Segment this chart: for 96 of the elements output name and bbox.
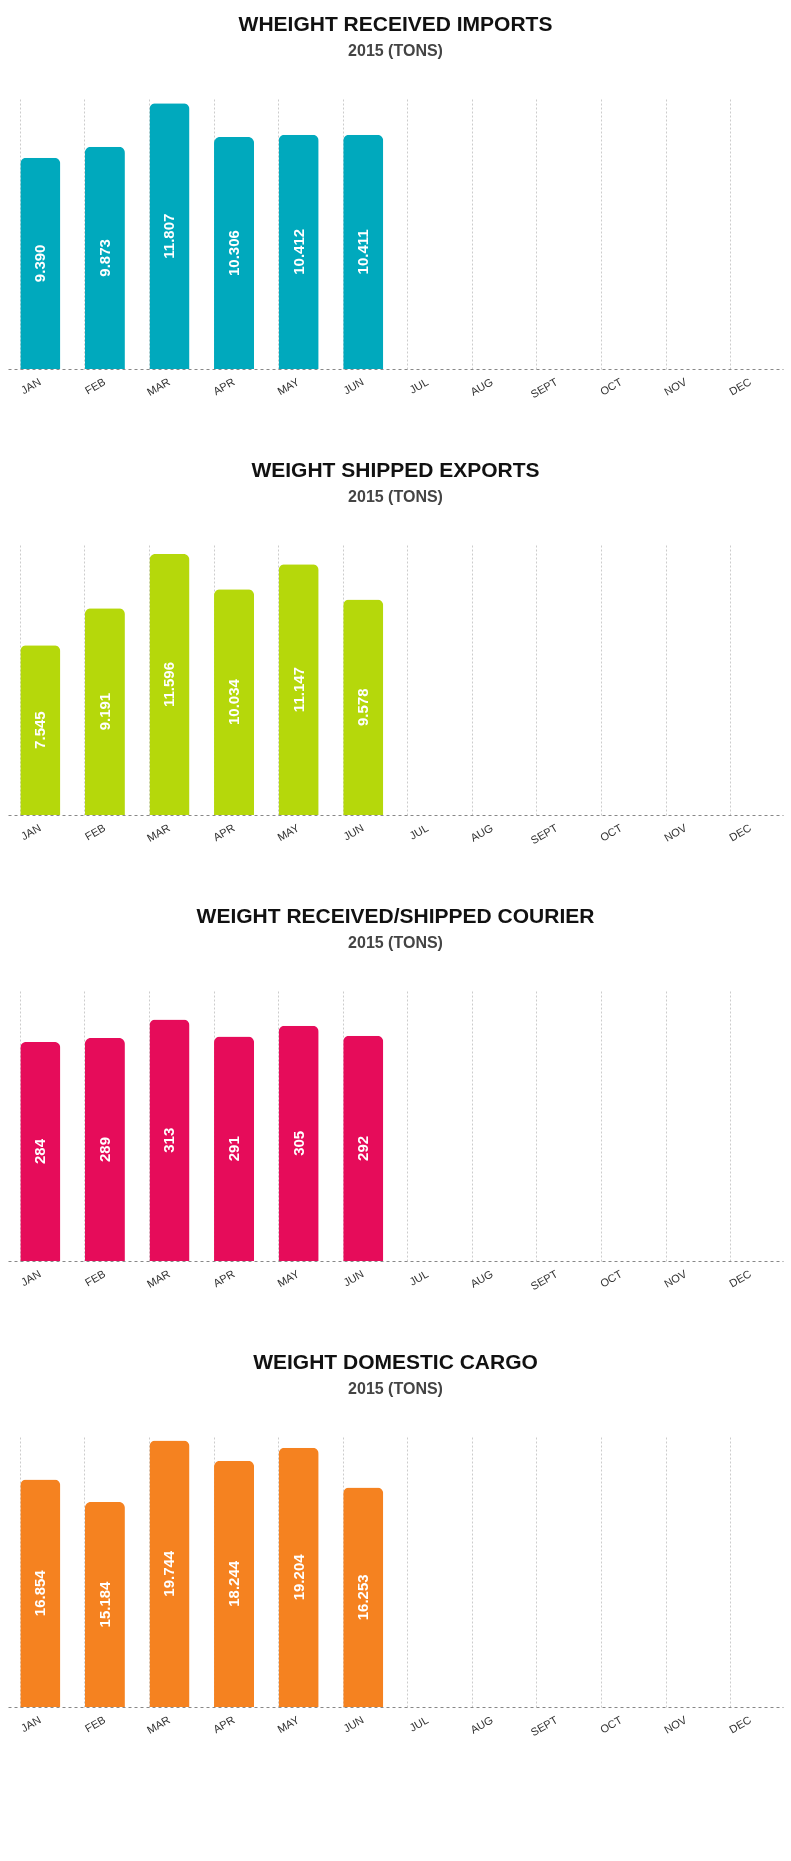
bar (20, 1479, 61, 1707)
chart-subtitle: 2015 (TONS) (348, 488, 443, 505)
bar (343, 1487, 384, 1707)
chart-title: WEIGHT DOMESTIC CARGO (253, 1350, 538, 1373)
data-label: 305 (289, 1130, 307, 1156)
x-tick-label: JUN (341, 375, 366, 397)
data-label: 18.244 (225, 1560, 243, 1607)
bar (20, 1041, 61, 1261)
data-label: 11.807 (160, 213, 178, 259)
data-label: 10.306 (225, 230, 243, 276)
bar (149, 554, 190, 815)
chart-subtitle: 2015 (TONS) (348, 1380, 443, 1397)
x-tick-label: AUG (468, 1713, 495, 1736)
x-tick-label: JUL (407, 1267, 431, 1288)
data-label: 9.873 (95, 239, 113, 277)
x-tick-label: MAR (144, 1267, 172, 1291)
data-label: 10.034 (225, 678, 243, 726)
x-tick-label: APR (210, 1713, 237, 1736)
data-label: 313 (160, 1127, 178, 1153)
x-tick-label: DEC (727, 1267, 754, 1290)
data-label: 9.390 (31, 244, 49, 283)
data-label: 19.744 (160, 1550, 178, 1597)
x-tick-label: MAY (275, 1713, 302, 1736)
x-tick-label: JUN (341, 1713, 366, 1735)
x-tick-label: MAR (144, 821, 172, 845)
chart-title: WEIGHT SHIPPED EXPORTS (251, 458, 540, 481)
x-tick-label: MAR (144, 375, 172, 399)
data-label: 9.191 (95, 692, 113, 731)
x-tick-label: OCT (597, 375, 625, 398)
bar (278, 134, 319, 369)
data-label: 291 (225, 1136, 243, 1162)
bar (278, 564, 319, 815)
data-label: 16.854 (31, 1569, 49, 1617)
data-label: 11.596 (160, 662, 178, 708)
bar (20, 645, 61, 815)
bar (214, 589, 255, 815)
data-label: 15.184 (95, 1580, 113, 1628)
bar (278, 1447, 319, 1707)
bar (149, 1440, 190, 1707)
x-tick-label: OCT (597, 821, 625, 844)
x-tick-label: AUG (468, 821, 495, 844)
data-label: 289 (95, 1137, 113, 1163)
data-label: 284 (31, 1138, 49, 1164)
bar (84, 1502, 125, 1707)
x-tick-label: JUL (407, 821, 431, 842)
x-tick-label: APR (210, 1267, 237, 1290)
bar (278, 1025, 319, 1261)
x-tick-label: JAN (18, 1267, 43, 1289)
x-tick-label: OCT (597, 1267, 625, 1290)
bar (343, 599, 384, 815)
x-tick-label: DEC (727, 1713, 754, 1736)
bar (214, 1036, 255, 1261)
x-tick-label: MAY (275, 821, 302, 844)
x-tick-label: JUN (341, 821, 366, 843)
bar (84, 608, 125, 815)
data-label: 7.545 (31, 711, 49, 749)
x-tick-label: JAN (18, 1713, 43, 1735)
bar (20, 157, 61, 369)
x-tick-label: APR (210, 821, 237, 844)
x-tick-label: FEB (82, 821, 108, 843)
data-label: 292 (354, 1135, 372, 1161)
x-tick-label: FEB (82, 1713, 108, 1735)
data-label: 11.147 (289, 667, 307, 713)
x-tick-label: JAN (18, 375, 43, 397)
x-tick-label: MAY (275, 375, 302, 398)
chart-title: WHEIGHT RECEIVED IMPORTS (238, 12, 553, 35)
x-tick-label: JUL (407, 375, 431, 396)
data-label: 16.253 (354, 1574, 372, 1621)
bar (84, 1038, 125, 1261)
data-label: 19.204 (289, 1553, 307, 1601)
chart-title: WEIGHT RECEIVED/SHIPPED COURIER (196, 904, 595, 927)
x-tick-label: APR (210, 375, 237, 398)
bar (149, 1019, 190, 1261)
x-tick-label: OCT (597, 1713, 625, 1736)
bar (149, 103, 190, 369)
chart-subtitle: 2015 (TONS) (348, 934, 443, 951)
bar (214, 1460, 255, 1707)
x-tick-label: FEB (82, 375, 108, 397)
data-label: 9.578 (354, 688, 372, 727)
x-tick-label: FEB (82, 1267, 108, 1289)
x-tick-label: DEC (727, 375, 754, 398)
data-label: 10.411 (354, 229, 372, 275)
x-tick-label: JAN (18, 821, 43, 843)
bar (84, 146, 125, 369)
x-tick-label: DEC (727, 821, 754, 844)
bar (214, 137, 255, 369)
x-tick-label: MAR (144, 1713, 172, 1737)
bar (343, 1035, 384, 1261)
chart-subtitle: 2015 (TONS) (348, 42, 443, 59)
x-tick-label: JUL (407, 1713, 431, 1734)
bar (343, 134, 384, 369)
x-tick-label: JUN (341, 1267, 366, 1289)
x-tick-label: AUG (468, 1267, 495, 1290)
x-tick-label: MAY (275, 1267, 302, 1290)
data-label: 10.412 (289, 228, 307, 275)
x-tick-label: AUG (468, 375, 495, 398)
